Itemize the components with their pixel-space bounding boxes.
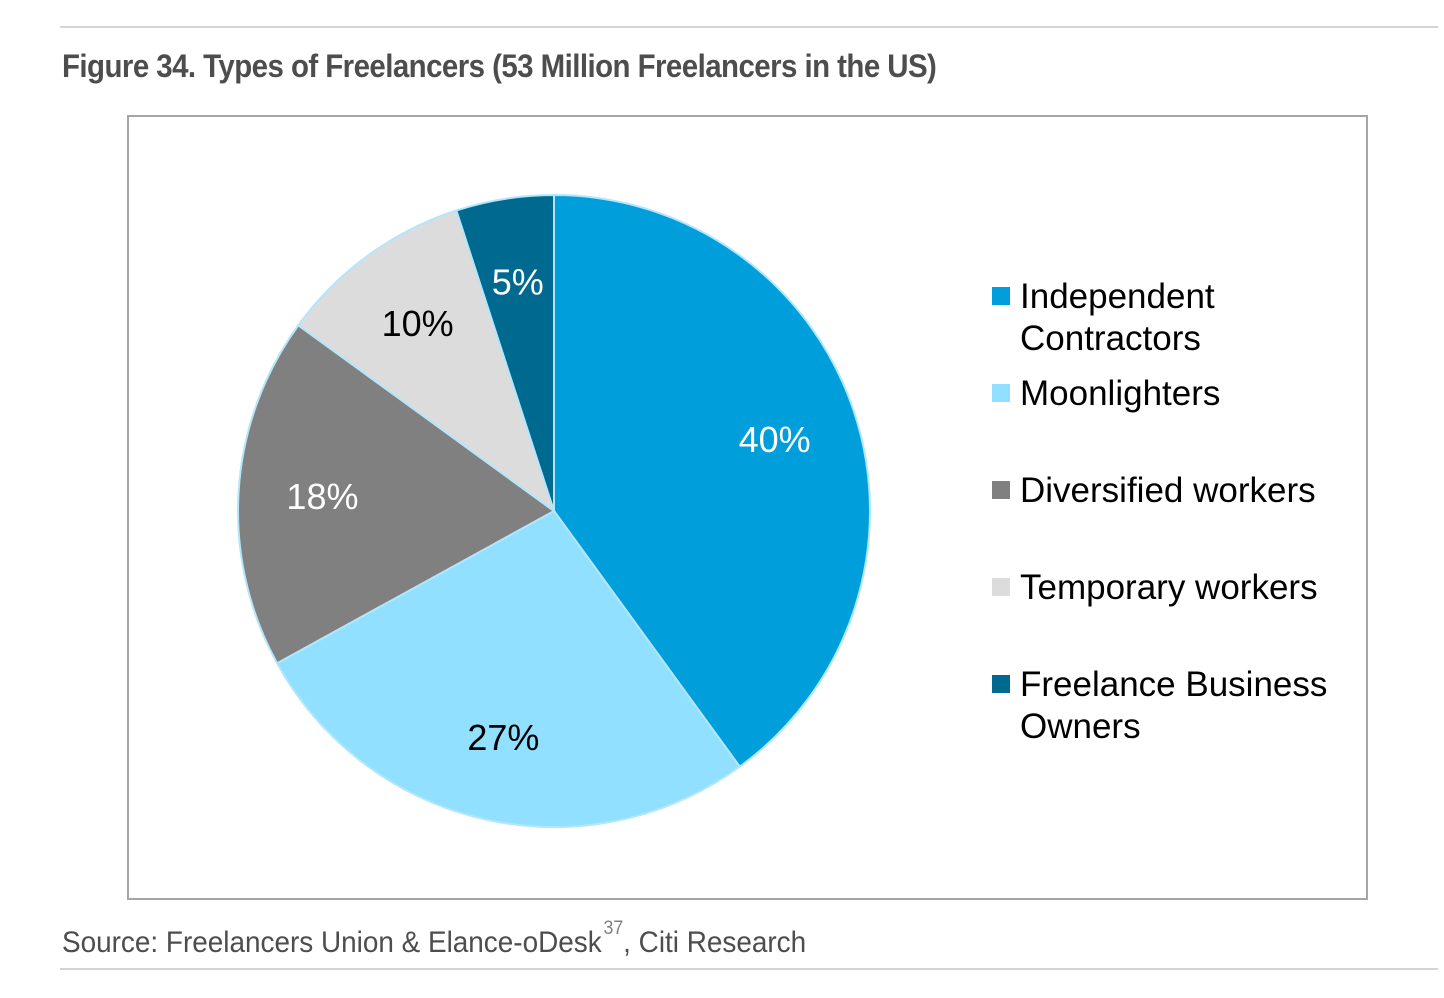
pie-chart: 40% 27% 18% 10% 5% xyxy=(237,193,871,828)
bottom-rule xyxy=(60,968,1438,970)
pie-label-diversified-workers: 18% xyxy=(286,476,358,517)
pie-label-independent-contractors: 40% xyxy=(739,419,811,460)
source-text: Source: Freelancers Union & Elance-oDesk xyxy=(62,926,602,959)
source-suffix: , Citi Research xyxy=(623,926,807,959)
legend-swatch xyxy=(992,287,1010,305)
legend-item-independent-contractors: Independent Contractors xyxy=(992,276,1360,360)
legend-label: Moonlighters xyxy=(1020,374,1221,413)
legend-label: Freelance Business Owners xyxy=(1020,665,1328,746)
legend-label: Diversified workers xyxy=(1020,471,1316,510)
pie-slice-freelance-business-owners xyxy=(455,193,555,512)
pie-slice-independent-contractors xyxy=(553,193,871,769)
legend-swatch xyxy=(992,384,1010,402)
pie-slice-temporary-workers xyxy=(296,209,556,514)
pie-slice-diversified-workers xyxy=(237,323,556,665)
legend-item-temporary-workers: Temporary workers xyxy=(992,567,1360,609)
pie-label-temporary-workers: 10% xyxy=(382,303,454,344)
legend-swatch xyxy=(992,481,1010,499)
top-rule xyxy=(60,26,1438,28)
source-note: Source: Freelancers Union & Elance-oDesk… xyxy=(62,918,806,960)
pie-slice-moonlighters xyxy=(275,509,742,828)
legend-item-diversified-workers: Diversified workers xyxy=(992,470,1360,512)
pie-label-moonlighters: 27% xyxy=(467,717,539,758)
legend-swatch xyxy=(992,675,1010,693)
legend-label: Independent Contractors xyxy=(1020,277,1215,358)
source-footnote: 37 xyxy=(603,918,624,939)
legend-item-moonlighters: Moonlighters xyxy=(992,373,1360,415)
legend-label: Temporary workers xyxy=(1020,568,1318,607)
legend-swatch xyxy=(992,578,1010,596)
legend-item-freelance-business-owners: Freelance Business Owners xyxy=(992,664,1360,748)
figure-title: Figure 34. Types of Freelancers (53 Mill… xyxy=(62,48,937,84)
pie-label-freelance-business-owners: 5% xyxy=(492,261,544,302)
chart-frame: 40% 27% 18% 10% 5% Independent Contractors M… xyxy=(127,115,1368,900)
